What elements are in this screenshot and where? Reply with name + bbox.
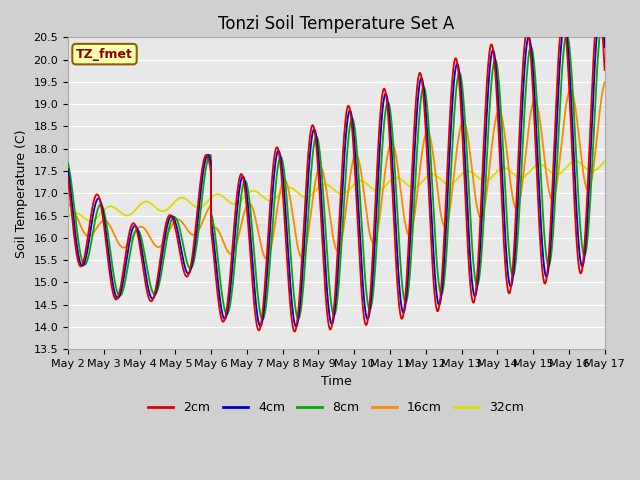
Text: TZ_fmet: TZ_fmet (76, 48, 133, 60)
Legend: 2cm, 4cm, 8cm, 16cm, 32cm: 2cm, 4cm, 8cm, 16cm, 32cm (143, 396, 529, 419)
X-axis label: Time: Time (321, 374, 352, 387)
Title: Tonzi Soil Temperature Set A: Tonzi Soil Temperature Set A (218, 15, 454, 33)
Y-axis label: Soil Temperature (C): Soil Temperature (C) (15, 129, 28, 258)
